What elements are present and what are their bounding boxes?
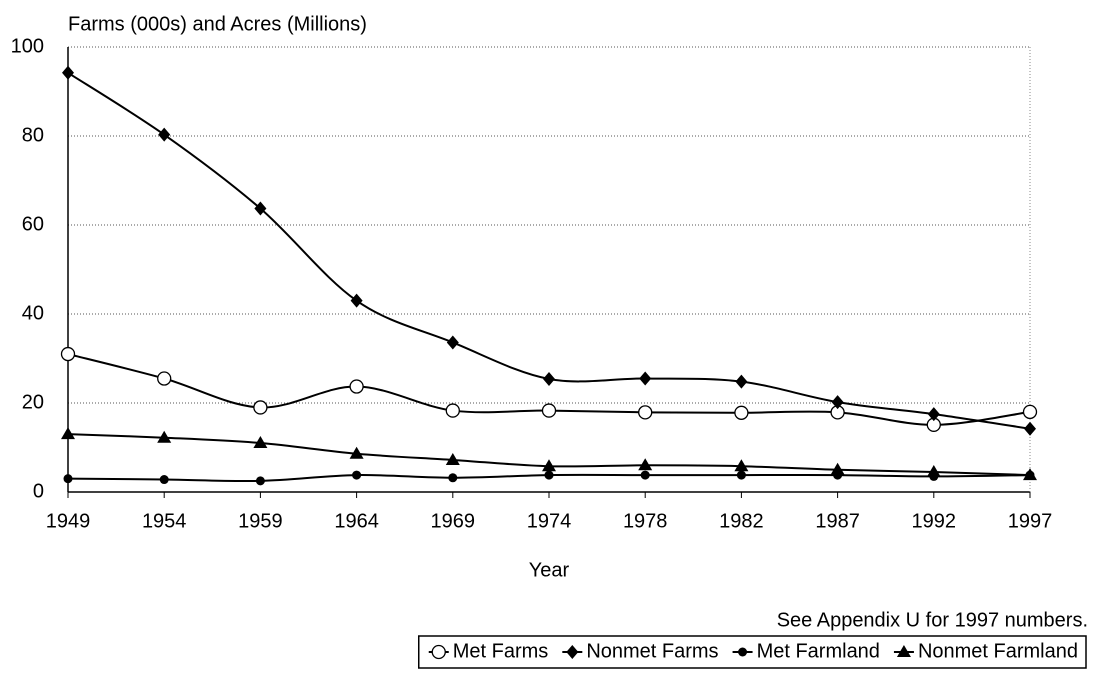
x-tick-label: 1964 — [334, 510, 379, 532]
data-point — [736, 470, 746, 480]
data-point — [253, 436, 268, 449]
data-point — [61, 427, 75, 440]
y-tick-label: 20 — [22, 391, 44, 413]
data-point — [157, 430, 172, 443]
data-point — [349, 446, 364, 459]
data-point — [831, 395, 844, 410]
data-point — [927, 407, 940, 422]
x-tick-label: 1949 — [46, 510, 91, 532]
legend-label: Nonmet Farms — [586, 640, 718, 662]
x-tick-label: 1997 — [1008, 510, 1053, 532]
x-tick-label: 1982 — [719, 510, 764, 532]
data-point — [734, 405, 749, 420]
data-point — [253, 400, 268, 415]
data-point — [350, 293, 363, 308]
data-point — [1023, 468, 1037, 481]
legend-marker — [431, 644, 446, 660]
data-point — [640, 470, 650, 480]
x-tick-label: 1987 — [815, 510, 860, 532]
data-point — [445, 403, 460, 418]
x-tick-label: 1954 — [142, 510, 187, 532]
data-point — [1024, 421, 1036, 436]
legend-label: Met Farms — [453, 640, 549, 662]
legend-marker — [896, 645, 911, 657]
legend-label: Nonmet Farmland — [918, 640, 1078, 662]
legend: Met Farms Nonmet Farms Met Farmland Nonmet … — [418, 635, 1087, 669]
data-point — [352, 470, 362, 480]
data-point — [541, 403, 557, 418]
data-point — [255, 476, 265, 486]
data-point — [158, 127, 171, 142]
data-point — [638, 458, 653, 471]
data-point — [734, 459, 749, 472]
data-point — [448, 473, 458, 483]
x-tick-label: 1992 — [912, 510, 957, 532]
legend-marker — [566, 645, 579, 659]
y-tick-label: 0 — [33, 480, 44, 502]
legend-marker — [738, 647, 748, 657]
legend-box — [418, 635, 1087, 669]
data-point — [543, 371, 555, 386]
annotation: See Appendix U for 1997 numbers. — [777, 609, 1088, 631]
data-point — [60, 346, 76, 362]
data-point — [159, 475, 169, 485]
data-point — [157, 371, 172, 386]
data-point — [254, 201, 267, 216]
series-line — [67, 71, 1031, 430]
x-tick-label: 1974 — [527, 510, 572, 532]
data-point — [349, 379, 364, 394]
x-tick-label: 1959 — [238, 510, 283, 532]
legend-label: Met Farmland — [757, 640, 880, 662]
data-point — [62, 65, 74, 80]
data-point — [735, 374, 748, 389]
x-axis-label: Year — [529, 559, 570, 581]
data-point — [542, 459, 556, 472]
x-tick-label: 1978 — [623, 510, 668, 532]
y-tick-label: 100 — [11, 35, 44, 57]
data-point — [1022, 404, 1038, 420]
data-point — [544, 470, 554, 480]
y-tick-label: 60 — [22, 213, 44, 235]
data-point — [446, 335, 459, 350]
data-point — [63, 474, 73, 484]
data-point — [926, 464, 941, 477]
y-tick-label: 40 — [22, 302, 44, 324]
y-axis-label: Farms (000s) and Acres (Millions) — [68, 13, 367, 35]
data-point — [639, 371, 652, 386]
x-tick-label: 1969 — [431, 510, 476, 532]
data-point — [638, 405, 653, 420]
y-tick-label: 80 — [22, 124, 44, 146]
data-point — [830, 462, 845, 475]
data-point — [445, 452, 460, 465]
